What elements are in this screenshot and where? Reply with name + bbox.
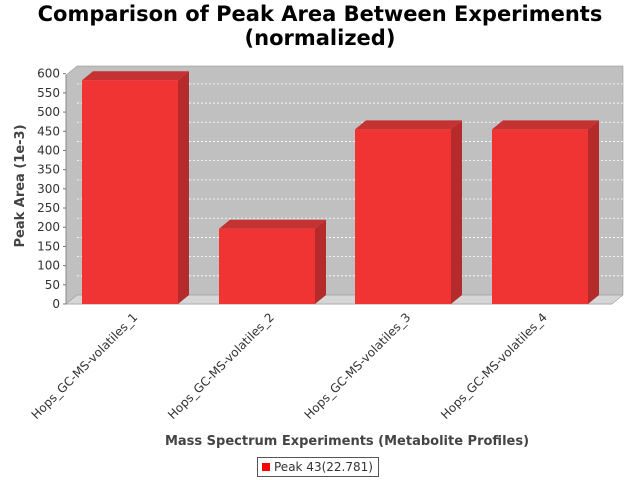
bar-3 xyxy=(355,120,462,304)
y-tick-label: 350 xyxy=(37,163,60,177)
chart-title-line2: (normalized) xyxy=(244,26,396,50)
y-tick-label: 550 xyxy=(37,86,60,100)
bar-top xyxy=(492,120,599,130)
bar-front xyxy=(82,80,178,305)
x-tick-label: Hops_GC-MS-volatiles_4 xyxy=(438,310,550,422)
x-tick-label: Hops_GC-MS-volatiles_3 xyxy=(302,310,414,422)
y-axis: 0 50 100 150 200 250 300 350 400 450 500 550 600 xyxy=(37,67,66,311)
legend-swatch xyxy=(262,463,270,471)
y-tick-label: 100 xyxy=(37,259,60,273)
legend: Peak 43(22.781) xyxy=(257,457,379,477)
y-tick-label: 250 xyxy=(37,201,60,215)
y-tick-label: 500 xyxy=(37,105,60,119)
bar-top xyxy=(355,120,462,130)
bars xyxy=(82,71,599,305)
bar-side xyxy=(588,120,599,304)
bar-4 xyxy=(492,120,599,304)
bar-top xyxy=(82,71,189,81)
y-tick-label: 450 xyxy=(37,124,60,138)
y-tick-label: 0 xyxy=(52,297,60,311)
x-axis-label: Mass Spectrum Experiments (Metabolite Pr… xyxy=(165,434,529,449)
bar-front xyxy=(219,228,315,304)
bar-side xyxy=(451,120,462,304)
x-axis: Hops_GC-MS-volatiles_1 Hops_GC-MS-volatil… xyxy=(29,310,550,422)
bar-side xyxy=(178,71,189,305)
legend-label: Peak 43(22.781) xyxy=(274,460,373,474)
gridlines xyxy=(77,64,623,277)
bar-front xyxy=(492,129,588,304)
y-tick-label: 400 xyxy=(37,143,60,157)
bar-top xyxy=(219,219,326,229)
chart-title-line1: Comparison of Peak Area Between Experime… xyxy=(37,2,603,26)
x-tick-label: Hops_GC-MS-volatiles_1 xyxy=(29,310,141,422)
y-tick-label: 50 xyxy=(45,278,60,292)
bar-2 xyxy=(219,219,326,304)
bar-side xyxy=(315,219,326,304)
y-tick-label: 150 xyxy=(37,239,60,253)
y-tick-label: 200 xyxy=(37,220,60,234)
y-tick-label: 600 xyxy=(37,67,60,81)
bar-1 xyxy=(82,71,189,305)
chart-title: Comparison of Peak Area Between Experime… xyxy=(0,2,640,50)
y-tick-label: 300 xyxy=(37,182,60,196)
x-tick-label: Hops_GC-MS-volatiles_2 xyxy=(165,310,277,422)
y-axis-label: Peak Area (1e-3) xyxy=(13,124,28,247)
bar-front xyxy=(355,129,451,304)
